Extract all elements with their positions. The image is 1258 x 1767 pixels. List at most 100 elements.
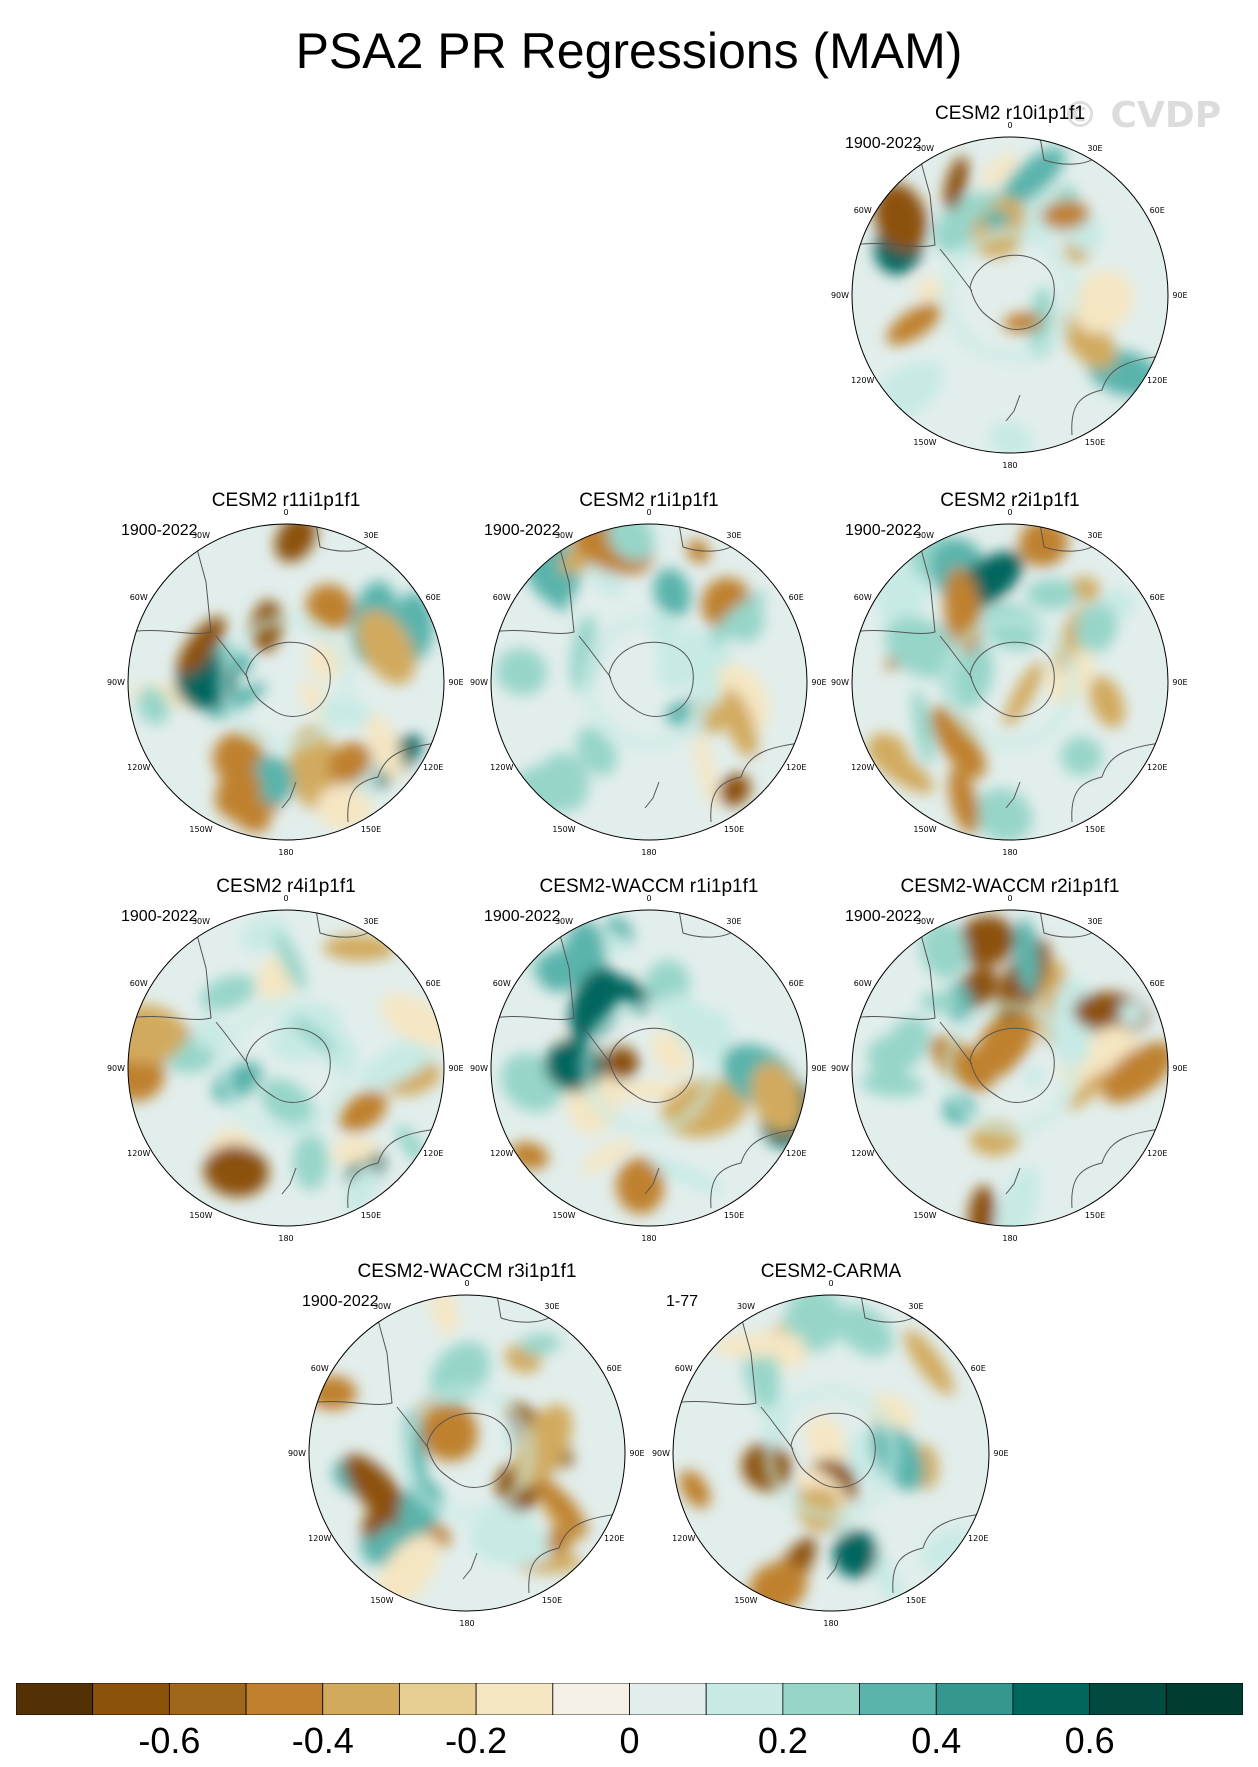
longitude-label: 90E xyxy=(629,1449,644,1458)
anomaly-blob xyxy=(496,648,548,696)
longitude-label: 90W xyxy=(288,1449,306,1458)
anomaly-blob xyxy=(948,767,980,835)
longitude-label: 0 xyxy=(646,508,651,517)
panel-period: 1-77 xyxy=(666,1293,699,1310)
longitude-label: 150W xyxy=(734,1596,757,1605)
longitude-label: 0 xyxy=(646,894,651,903)
longitude-label: 90W xyxy=(470,1064,488,1073)
longitude-label: 30W xyxy=(192,531,210,540)
peninsula-coastline xyxy=(760,1406,794,1450)
anomaly-blob xyxy=(207,683,267,719)
colorbar-box xyxy=(629,1683,707,1715)
anomaly-blob xyxy=(128,1004,186,1064)
australia-coastline xyxy=(892,1512,989,1594)
anomaly-ring xyxy=(941,613,1079,751)
anomaly-ring xyxy=(941,999,1079,1137)
anomaly-blob xyxy=(380,993,444,1049)
anomaly-blob xyxy=(1041,200,1090,230)
antarctica-coastline xyxy=(608,1027,694,1103)
longitude-label: 120E xyxy=(423,1149,443,1158)
peninsula-coastline xyxy=(215,1021,249,1065)
anomaly-ring xyxy=(217,613,355,751)
longitude-label: 30E xyxy=(726,531,741,540)
anomaly-blob xyxy=(912,689,934,766)
longitude-label: 90W xyxy=(107,1064,125,1073)
new-zealand-coastline xyxy=(644,781,660,809)
longitude-label: 90W xyxy=(470,678,488,687)
longitude-label: 60W xyxy=(854,593,872,602)
new-zealand-coastline xyxy=(644,1167,660,1195)
longitude-label: 60W xyxy=(130,979,148,988)
anomaly-blob xyxy=(395,1124,426,1163)
australia-coastline xyxy=(1071,741,1168,823)
longitude-label: 0 xyxy=(1007,894,1012,903)
anomaly-blob xyxy=(176,616,226,676)
longitude-label: 120W xyxy=(127,1149,150,1158)
anomaly-blob xyxy=(1067,1070,1110,1110)
anomaly-blob xyxy=(692,722,719,811)
anomaly-blob xyxy=(656,648,689,692)
anomaly-blob xyxy=(306,584,354,631)
anomaly-blob xyxy=(981,152,1018,188)
longitude-label: 60E xyxy=(1150,979,1165,988)
longitude-label: 150E xyxy=(1085,438,1105,447)
colorbar-label: 0 xyxy=(619,1720,640,1761)
anomaly-blob xyxy=(649,1158,725,1194)
south-america-coastline xyxy=(673,1297,757,1405)
longitude-label: 60E xyxy=(1150,206,1165,215)
map-border xyxy=(851,523,1169,841)
peninsula-coastline xyxy=(215,635,249,679)
longitude-label: 30E xyxy=(544,1302,559,1311)
longitude-label: 180 xyxy=(1002,848,1017,857)
colorbar-box xyxy=(1165,1683,1243,1715)
longitude-label: 60W xyxy=(130,593,148,602)
map-panel: CESM2 r11i1p1f1 1900-2022 0 30E 60E 90E 120E 15… xyxy=(107,490,464,857)
anomaly-blob xyxy=(361,1492,397,1539)
longitude-label: 120E xyxy=(604,1534,624,1543)
panel-title: CESM2 r4i1p1f1 xyxy=(216,876,356,897)
anomaly-blob xyxy=(274,524,317,563)
anomaly-blob xyxy=(1026,578,1078,610)
anomaly-blob xyxy=(1003,661,1044,727)
anomaly-blob xyxy=(943,156,969,211)
longitude-label: 60W xyxy=(854,979,872,988)
longitude-label: 120E xyxy=(1147,376,1167,385)
longitude-label: 60E xyxy=(789,593,804,602)
anomaly-blob xyxy=(316,785,373,831)
australia-coastline xyxy=(1071,354,1168,436)
anomaly-blob xyxy=(547,1524,573,1556)
longitude-label: 150E xyxy=(361,825,381,834)
south-america-coastline xyxy=(852,139,936,247)
panel-title: CESM2-WACCM r1i1p1f1 xyxy=(539,876,759,897)
anomaly-blob xyxy=(860,1072,925,1097)
colorbar-box xyxy=(475,1683,554,1715)
longitude-label: 30W xyxy=(737,1302,755,1311)
longitude-label: 90W xyxy=(107,678,125,687)
australia-coastline xyxy=(1071,1127,1168,1209)
anomaly-blob xyxy=(523,561,569,611)
anomaly-blob xyxy=(974,788,1033,840)
longitude-label: 30W xyxy=(916,917,934,926)
anomaly-blob xyxy=(470,1507,538,1559)
anomaly-blob xyxy=(292,1133,329,1191)
longitude-label: 120E xyxy=(423,763,443,772)
longitude-label: 150E xyxy=(1085,825,1105,834)
map-border xyxy=(490,523,808,841)
colorbar-box xyxy=(322,1683,400,1715)
south-america-coastline xyxy=(309,1297,393,1405)
longitude-label: 60E xyxy=(426,979,441,988)
longitude-label: 30E xyxy=(363,917,378,926)
panel-title: CESM2 r11i1p1f1 xyxy=(211,490,361,511)
longitude-label: 30E xyxy=(1087,917,1102,926)
anomaly-blob xyxy=(920,1527,968,1570)
longitude-label: 180 xyxy=(641,848,656,857)
longitude-label: 120E xyxy=(786,1149,806,1158)
new-zealand-coastline xyxy=(1005,781,1021,809)
longitude-label: 150W xyxy=(370,1596,393,1605)
longitude-label: 0 xyxy=(1007,121,1012,130)
panel-period: 1900-2022 xyxy=(845,908,922,925)
panel-period: 1900-2022 xyxy=(484,908,561,925)
antarctica-coastline xyxy=(790,1412,876,1488)
longitude-label: 60E xyxy=(971,1364,986,1373)
anomaly-blob xyxy=(587,559,625,597)
